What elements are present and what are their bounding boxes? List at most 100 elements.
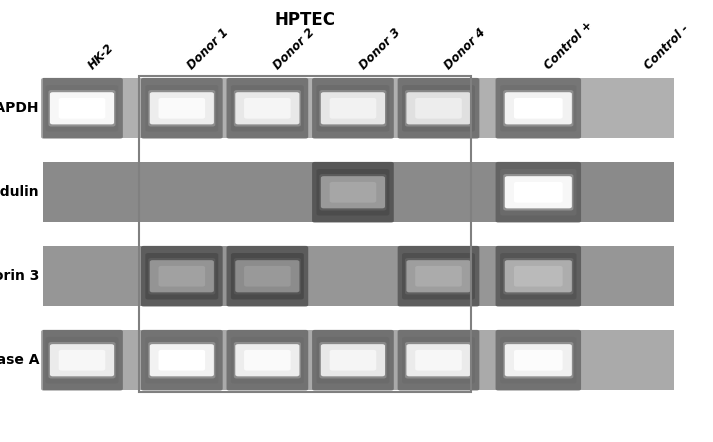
Bar <box>43 138 674 143</box>
FancyBboxPatch shape <box>503 342 573 378</box>
FancyBboxPatch shape <box>406 92 471 124</box>
FancyBboxPatch shape <box>317 169 389 216</box>
FancyBboxPatch shape <box>514 98 563 118</box>
FancyBboxPatch shape <box>500 253 577 300</box>
FancyBboxPatch shape <box>231 337 304 384</box>
FancyBboxPatch shape <box>234 342 301 378</box>
Text: Donor 2: Donor 2 <box>271 26 317 72</box>
FancyBboxPatch shape <box>312 162 394 223</box>
FancyBboxPatch shape <box>329 98 376 118</box>
FancyBboxPatch shape <box>329 182 376 202</box>
FancyBboxPatch shape <box>321 344 385 376</box>
Text: Aquaporin 3: Aquaporin 3 <box>0 269 39 283</box>
FancyBboxPatch shape <box>150 344 214 376</box>
Text: GAPDH: GAPDH <box>0 101 39 115</box>
FancyBboxPatch shape <box>46 337 118 384</box>
FancyBboxPatch shape <box>415 98 462 118</box>
FancyBboxPatch shape <box>405 342 472 378</box>
FancyBboxPatch shape <box>503 258 573 294</box>
FancyBboxPatch shape <box>141 78 222 139</box>
FancyBboxPatch shape <box>58 98 106 118</box>
Text: Control -: Control - <box>642 22 692 72</box>
FancyBboxPatch shape <box>402 85 475 132</box>
FancyBboxPatch shape <box>158 350 205 370</box>
Text: HK-2: HK-2 <box>86 41 116 72</box>
FancyBboxPatch shape <box>158 98 205 118</box>
FancyBboxPatch shape <box>402 253 475 300</box>
Text: HPTEC: HPTEC <box>275 11 335 29</box>
FancyBboxPatch shape <box>150 92 214 124</box>
Bar <box>43 78 674 138</box>
FancyBboxPatch shape <box>227 78 308 139</box>
Bar <box>43 222 674 227</box>
Bar <box>139 76 471 392</box>
FancyBboxPatch shape <box>244 350 291 370</box>
FancyBboxPatch shape <box>58 350 106 370</box>
FancyBboxPatch shape <box>145 337 218 384</box>
FancyBboxPatch shape <box>505 344 572 376</box>
Text: Aminopeptidase A: Aminopeptidase A <box>0 353 39 367</box>
FancyBboxPatch shape <box>415 350 462 370</box>
FancyBboxPatch shape <box>234 258 301 294</box>
FancyBboxPatch shape <box>505 260 572 292</box>
FancyBboxPatch shape <box>329 350 376 370</box>
Text: Donor 4: Donor 4 <box>442 26 488 72</box>
Bar <box>43 162 674 222</box>
FancyBboxPatch shape <box>503 174 573 210</box>
FancyBboxPatch shape <box>321 176 385 208</box>
FancyBboxPatch shape <box>514 350 563 370</box>
FancyBboxPatch shape <box>150 260 214 292</box>
FancyBboxPatch shape <box>231 85 304 132</box>
FancyBboxPatch shape <box>406 344 471 376</box>
Bar <box>43 306 674 311</box>
FancyBboxPatch shape <box>496 330 581 391</box>
FancyBboxPatch shape <box>405 90 472 126</box>
FancyBboxPatch shape <box>227 246 308 307</box>
FancyBboxPatch shape <box>317 337 389 384</box>
FancyBboxPatch shape <box>514 182 563 202</box>
FancyBboxPatch shape <box>244 266 291 286</box>
FancyBboxPatch shape <box>319 90 386 126</box>
FancyBboxPatch shape <box>141 330 222 391</box>
FancyBboxPatch shape <box>148 90 215 126</box>
FancyBboxPatch shape <box>41 78 123 139</box>
FancyBboxPatch shape <box>496 162 581 223</box>
FancyBboxPatch shape <box>145 85 218 132</box>
FancyBboxPatch shape <box>234 90 301 126</box>
Bar <box>43 247 674 306</box>
FancyBboxPatch shape <box>50 344 114 376</box>
FancyBboxPatch shape <box>406 260 471 292</box>
Text: Donor 3: Donor 3 <box>356 26 403 72</box>
FancyBboxPatch shape <box>405 258 472 294</box>
FancyBboxPatch shape <box>500 85 577 132</box>
FancyBboxPatch shape <box>235 344 299 376</box>
FancyBboxPatch shape <box>312 330 394 391</box>
FancyBboxPatch shape <box>148 342 215 378</box>
FancyBboxPatch shape <box>496 246 581 307</box>
FancyBboxPatch shape <box>48 90 116 126</box>
FancyBboxPatch shape <box>231 253 304 300</box>
FancyBboxPatch shape <box>496 78 581 139</box>
FancyBboxPatch shape <box>145 253 218 300</box>
FancyBboxPatch shape <box>398 246 479 307</box>
FancyBboxPatch shape <box>235 92 299 124</box>
FancyBboxPatch shape <box>319 342 386 378</box>
FancyBboxPatch shape <box>514 266 563 286</box>
Text: Donor 1: Donor 1 <box>185 26 232 72</box>
FancyBboxPatch shape <box>317 85 389 132</box>
FancyBboxPatch shape <box>141 246 222 307</box>
FancyBboxPatch shape <box>50 92 114 124</box>
FancyBboxPatch shape <box>158 266 205 286</box>
FancyBboxPatch shape <box>398 78 479 139</box>
FancyBboxPatch shape <box>148 258 215 294</box>
FancyBboxPatch shape <box>415 266 462 286</box>
FancyBboxPatch shape <box>41 330 123 391</box>
FancyBboxPatch shape <box>48 342 116 378</box>
FancyBboxPatch shape <box>321 92 385 124</box>
FancyBboxPatch shape <box>46 85 118 132</box>
FancyBboxPatch shape <box>319 174 386 210</box>
FancyBboxPatch shape <box>312 78 394 139</box>
FancyBboxPatch shape <box>500 337 577 384</box>
FancyBboxPatch shape <box>500 169 577 216</box>
FancyBboxPatch shape <box>235 260 299 292</box>
